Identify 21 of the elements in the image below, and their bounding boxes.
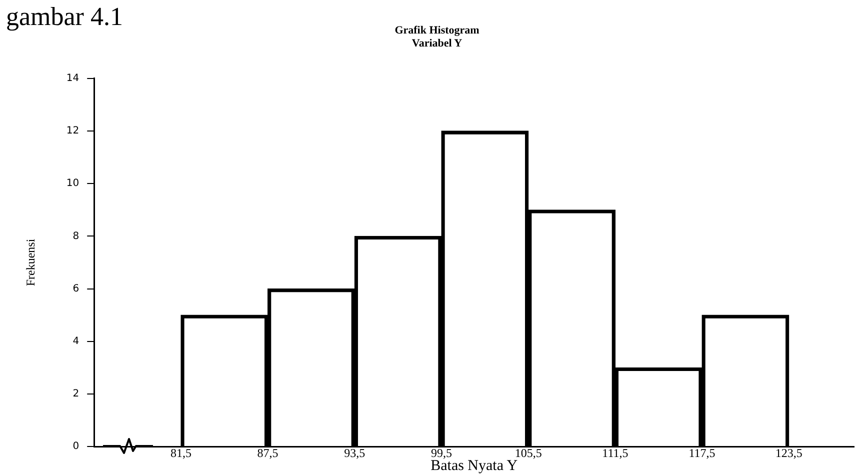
y-tick-label: 12 xyxy=(66,126,80,137)
chart-title: Grafik Histogram xyxy=(394,24,480,36)
x-tick-label: 99,5 xyxy=(430,446,452,460)
y-tick-label: 2 xyxy=(72,388,80,400)
chart-subtitle: Variabel Y xyxy=(412,38,462,50)
text: gambar 4.1 xyxy=(6,2,123,32)
y-tick-label: 6 xyxy=(72,283,80,294)
x-tick-label: 105,5 xyxy=(514,446,542,460)
x-tick-label: 81,5 xyxy=(170,446,192,460)
y-tick-label: 0 xyxy=(72,441,80,452)
x-tick-label: 111,5 xyxy=(602,446,628,460)
x-tick-label: 123,5 xyxy=(775,446,802,460)
x-tick-label: 87,5 xyxy=(257,446,278,460)
y-tick-label: 14 xyxy=(66,72,80,84)
y-tick-label: 4 xyxy=(72,336,80,347)
y-tick-label: 8 xyxy=(72,230,80,242)
x-tick-label: 117,5 xyxy=(688,446,716,460)
y-axis-title: Frekuensi xyxy=(23,238,38,286)
x-tick-label: 93,5 xyxy=(344,446,366,460)
y-tick-label: 10 xyxy=(66,178,80,190)
x-axis-title: Batas Nyata Y xyxy=(430,458,518,474)
